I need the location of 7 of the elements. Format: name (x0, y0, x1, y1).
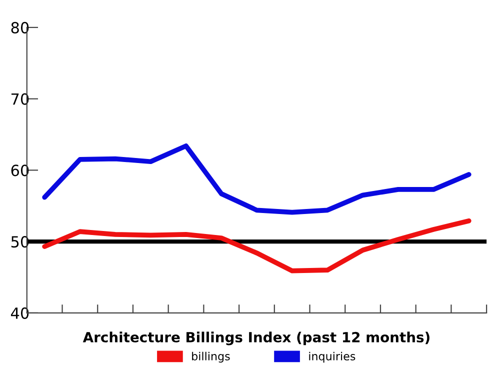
y-tick-label: 40 (10, 307, 29, 319)
legend-label: billings (192, 352, 230, 363)
line-series (42, 218, 472, 274)
x-axis-title: Architecture Billings Index (past 12 months) (82, 332, 430, 346)
y-tick-label: 80 (11, 22, 29, 34)
line-series (42, 143, 472, 215)
legend-label: inquiries (309, 352, 356, 363)
